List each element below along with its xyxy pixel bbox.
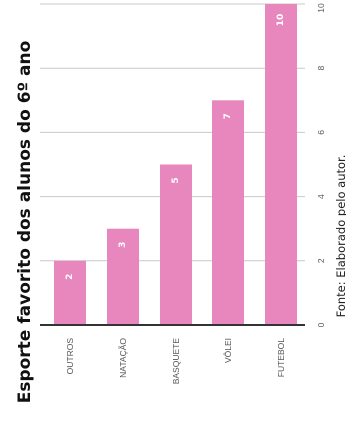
category-labels: OUTROS NATAÇÃO BASQUETE VÔLEI FUTEBOL <box>65 338 286 385</box>
value-label-volei: 7 <box>223 113 233 119</box>
tick-label-4: 4 <box>316 194 326 199</box>
bars: 2 3 5 7 10 <box>54 4 297 325</box>
grid-lines <box>40 3 305 262</box>
value-label-natacao: 3 <box>118 242 128 248</box>
category-label-outros: OUTROS <box>65 338 75 375</box>
bar-outros <box>54 260 86 325</box>
category-label-basquete: BASQUETE <box>171 338 181 385</box>
chart-source: Fonte: Elaborado pelo autor. <box>334 155 346 318</box>
tick-label-6: 6 <box>316 130 326 135</box>
bar-volei <box>212 100 244 325</box>
chart-title: Esporte favorito dos alunos do 6º ano <box>15 41 35 404</box>
bar-natacao <box>107 228 139 325</box>
value-label-basquete: 5 <box>171 177 181 183</box>
tick-label-0: 0 <box>316 322 326 327</box>
tick-label-8: 8 <box>316 66 326 71</box>
tick-labels: 0 2 4 6 8 10 <box>316 3 326 327</box>
tick-label-10: 10 <box>316 3 326 13</box>
value-label-futebol: 10 <box>276 14 286 27</box>
category-label-natacao: NATAÇÃO <box>118 338 128 378</box>
category-label-futebol: FUTEBOL <box>276 338 286 377</box>
category-label-volei: VÔLEI <box>223 338 233 363</box>
value-label-outros: 2 <box>65 274 75 280</box>
bar-futebol <box>265 4 297 325</box>
bar-basquete <box>160 164 192 325</box>
tick-label-2: 2 <box>316 258 326 263</box>
